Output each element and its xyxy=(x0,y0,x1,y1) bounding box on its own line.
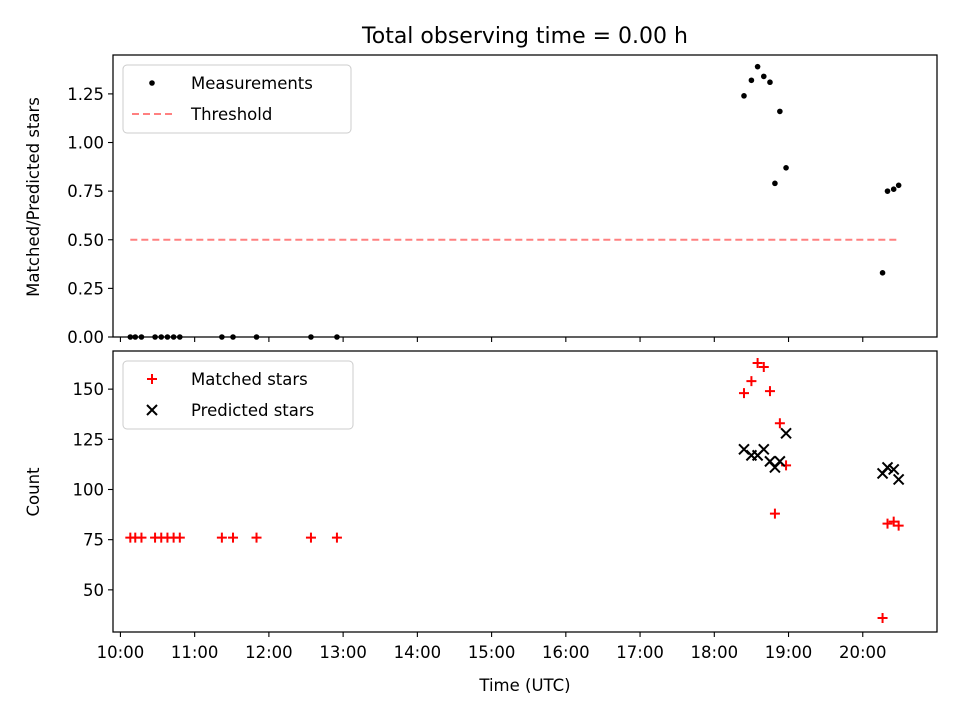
y-tick-label: 0.50 xyxy=(67,231,104,250)
matched-star-point xyxy=(174,532,185,543)
matched-star-point xyxy=(305,532,316,543)
measurement-point xyxy=(767,79,773,86)
measurement-point xyxy=(754,63,761,70)
y-tick-label: 50 xyxy=(83,581,104,600)
measurement-point xyxy=(132,334,139,340)
x-tick-label: 19:00 xyxy=(765,643,813,662)
measurement-point xyxy=(748,77,755,84)
y-tick-label: 0.25 xyxy=(67,279,104,298)
x-tick-label: 12:00 xyxy=(245,643,293,662)
chart-title: Total observing time = 0.00 h xyxy=(361,24,688,49)
matched-star-point xyxy=(228,532,239,543)
measurement-point xyxy=(219,334,225,340)
axes-frame xyxy=(112,350,938,633)
axes-frame xyxy=(112,54,938,338)
matched-star-point xyxy=(758,362,769,373)
legend-label: Measurements xyxy=(191,74,313,93)
x-tick-label: 17:00 xyxy=(616,643,664,662)
plot-panel-top: 0.00 0.25 0.50 0.75 1.00 1.25 Measurements Thre… xyxy=(67,54,938,347)
matched-star-point xyxy=(331,532,342,543)
plot-panel-bottom: 50 75 100 125 150 10:00 11:00 12:00 13:00 14:00 15… xyxy=(73,350,938,662)
legend-box xyxy=(122,360,354,430)
matched-star-point xyxy=(738,388,749,399)
matched-star-point xyxy=(882,518,893,529)
measurement-point xyxy=(308,334,314,340)
measurement-point xyxy=(895,182,902,189)
x-tick-label: 20:00 xyxy=(839,643,887,662)
predicted-star-point xyxy=(758,443,770,456)
measurement-point xyxy=(879,270,886,276)
y-axis-label-bottom: Count xyxy=(24,467,43,517)
legend-label: Predicted stars xyxy=(191,401,314,420)
x-tick-label: 10:00 xyxy=(97,643,145,662)
matched-star-point xyxy=(893,520,904,531)
measurement-point xyxy=(334,334,340,340)
matched-star-point xyxy=(136,532,147,543)
measurement-point xyxy=(253,334,260,340)
y-tick-label: 1.00 xyxy=(67,134,104,153)
measurement-point xyxy=(230,334,236,340)
measurement-point xyxy=(158,334,165,340)
measurement-point xyxy=(164,334,171,340)
matched-star-point xyxy=(769,508,780,519)
measurement-point xyxy=(760,73,767,80)
legend-label: Matched stars xyxy=(191,370,308,389)
measurement-point xyxy=(138,334,145,340)
legend-marker xyxy=(146,404,158,416)
x-tick-label: 11:00 xyxy=(171,643,219,662)
legend-label: Threshold xyxy=(190,105,272,124)
y-tick-label: 75 xyxy=(83,531,104,550)
measurement-point xyxy=(170,334,177,340)
y-tick-label: 0.75 xyxy=(67,182,104,201)
measurement-point xyxy=(783,165,789,171)
predicted-star-point xyxy=(774,455,786,468)
matched-star-point xyxy=(774,418,785,429)
y-tick-label: 150 xyxy=(73,380,105,399)
measurement-point xyxy=(177,334,183,340)
matched-star-point xyxy=(764,386,775,397)
measurement-point xyxy=(772,180,778,187)
y-tick-label: 100 xyxy=(73,480,105,499)
x-tick-label: 18:00 xyxy=(691,643,739,662)
measurement-point xyxy=(884,188,891,194)
matched-star-point xyxy=(746,376,757,387)
x-axis-label: Time (UTC) xyxy=(478,676,570,695)
legend-marker xyxy=(147,374,157,384)
predicted-star-point xyxy=(892,473,905,486)
predicted-star-point xyxy=(887,463,900,476)
y-tick-label: 125 xyxy=(73,430,105,449)
measurement-point xyxy=(741,93,747,99)
measurement-point xyxy=(777,108,783,115)
matched-star-point xyxy=(752,358,763,369)
y-tick-label: 1.25 xyxy=(67,85,104,104)
x-tick-label: 14:00 xyxy=(394,643,442,662)
matched-star-point xyxy=(251,532,262,543)
y-tick-label: 0.00 xyxy=(67,328,104,347)
y-axis-label-top: Matched/Predicted stars xyxy=(24,97,43,297)
measurement-point xyxy=(127,334,134,340)
x-tick-label: 15:00 xyxy=(468,643,516,662)
legend-marker xyxy=(149,80,155,86)
predicted-star-point xyxy=(780,427,792,440)
matched-star-point xyxy=(216,532,227,543)
x-tick-label: 16:00 xyxy=(542,643,590,662)
measurement-point xyxy=(890,186,897,192)
predicted-star-point xyxy=(881,461,894,474)
x-tick-label: 13:00 xyxy=(319,643,367,662)
matched-star-point xyxy=(877,612,888,623)
measurement-point xyxy=(152,334,158,340)
legend-box xyxy=(122,64,352,134)
